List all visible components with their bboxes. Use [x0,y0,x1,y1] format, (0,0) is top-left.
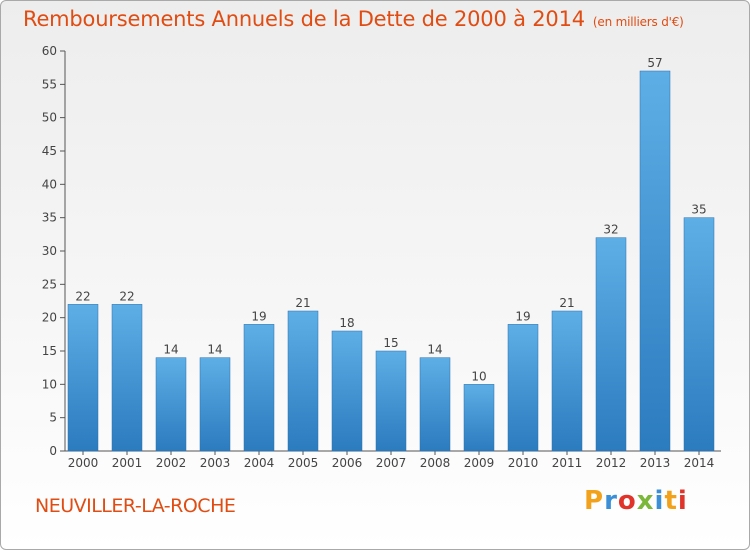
y-tick-label: 25 [42,277,57,291]
y-tick-label: 45 [42,144,57,158]
x-tick-label: 2002 [156,456,187,470]
x-tick-label: 2000 [68,456,99,470]
value-label: 10 [471,369,486,383]
value-label: 22 [75,289,90,303]
x-tick-label: 2012 [596,456,627,470]
x-tick-label: 2013 [640,456,671,470]
x-tick-label: 2014 [684,456,715,470]
y-tick-label: 50 [42,111,57,125]
x-tick-label: 2001 [112,456,143,470]
bar-2012 [595,237,627,452]
value-label: 21 [295,296,310,310]
bar-2004 [243,324,275,452]
y-tick-label: 15 [42,344,57,358]
bar-2009 [463,384,495,452]
value-label: 15 [383,336,398,350]
bar-2008 [419,357,451,452]
x-tick-label: 2004 [244,456,275,470]
y-tick-label: 35 [42,211,57,225]
bar-2000 [67,304,99,452]
bar-2006 [331,330,363,452]
value-label: 14 [163,343,178,357]
value-label: 21 [559,296,574,310]
bar-2007 [375,350,407,452]
value-label: 32 [603,223,618,237]
bar-2005 [287,310,319,452]
value-label: 19 [251,309,266,323]
proxiti-logo: Proxiti [584,486,688,516]
chart-title: Remboursements Annuels de la Dette de 20… [23,7,684,31]
y-tick-label: 60 [42,44,57,58]
bar-2001 [111,304,143,452]
y-tick-label: 40 [42,177,57,191]
y-tick-label: 30 [42,244,57,258]
value-label: 35 [691,203,706,217]
bar-2013 [639,70,671,452]
y-tick-label: 20 [42,311,57,325]
bar-2002 [155,357,187,452]
x-tick-label: 2011 [552,456,583,470]
x-tick-label: 2003 [200,456,231,470]
y-tick-label: 55 [42,77,57,91]
bar-2011 [551,310,583,452]
x-tick-label: 2007 [376,456,407,470]
value-label: 19 [515,309,530,323]
unit-note: (en milliers d'€) [592,15,684,29]
value-label: 18 [339,316,354,330]
value-label: 14 [207,343,222,357]
y-tick-label: 0 [49,444,57,458]
bar-2010 [507,324,539,452]
value-label: 22 [119,289,134,303]
value-label: 57 [647,56,662,70]
commune-name: NEUVILLER-LA-ROCHE [35,495,236,517]
bar-2014 [683,217,715,452]
x-tick-label: 2010 [508,456,539,470]
x-tick-label: 2005 [288,456,319,470]
y-tick-label: 5 [49,411,57,425]
x-tick-label: 2006 [332,456,363,470]
value-label: 14 [427,343,442,357]
bar-2003 [199,357,231,452]
y-tick-label: 10 [42,377,57,391]
x-tick-label: 2009 [464,456,495,470]
x-tick-label: 2008 [420,456,451,470]
chart-title-text: Remboursements Annuels de la Dette de 20… [23,7,585,31]
